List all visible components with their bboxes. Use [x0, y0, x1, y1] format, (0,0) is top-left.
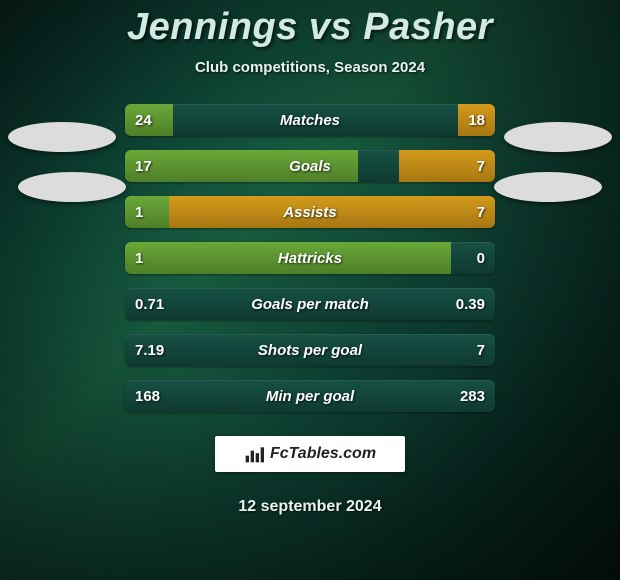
stat-value-right: 7 — [477, 150, 485, 182]
page-title: Jennings vs Pasher — [127, 6, 493, 49]
team-logo-right — [504, 122, 612, 152]
brand-badge: FcTables.com — [215, 436, 405, 472]
stat-label: Matches — [125, 104, 495, 136]
stat-value-right: 0.39 — [456, 288, 485, 320]
stat-row: 24Matches18 — [125, 104, 495, 136]
bars-icon — [244, 444, 264, 464]
stat-row: 1Hattricks0 — [125, 242, 495, 274]
stats-container: 24Matches1817Goals71Assists71Hattricks00… — [0, 104, 620, 412]
stat-row: 168Min per goal283 — [125, 380, 495, 412]
team-logo-right — [494, 172, 602, 202]
stat-label: Min per goal — [125, 380, 495, 412]
stat-value-right: 7 — [477, 334, 485, 366]
stat-label: Hattricks — [125, 242, 495, 274]
date-label: 12 september 2024 — [238, 498, 381, 516]
stat-row: 17Goals7 — [125, 150, 495, 182]
stat-label: Assists — [125, 196, 495, 228]
stat-value-right: 18 — [468, 104, 485, 136]
stat-row: 7.19Shots per goal7 — [125, 334, 495, 366]
team-logo-left — [8, 122, 116, 152]
stat-value-right: 0 — [477, 242, 485, 274]
stat-label: Shots per goal — [125, 334, 495, 366]
stat-row: 1Assists7 — [125, 196, 495, 228]
brand-text: FcTables.com — [270, 445, 376, 463]
stat-value-right: 7 — [477, 196, 485, 228]
content-root: Jennings vs Pasher Club competitions, Se… — [0, 0, 620, 580]
page-subtitle: Club competitions, Season 2024 — [195, 59, 425, 76]
stat-label: Goals per match — [125, 288, 495, 320]
stat-row: 0.71Goals per match0.39 — [125, 288, 495, 320]
stat-value-right: 283 — [460, 380, 485, 412]
team-logo-left — [18, 172, 126, 202]
stat-label: Goals — [125, 150, 495, 182]
